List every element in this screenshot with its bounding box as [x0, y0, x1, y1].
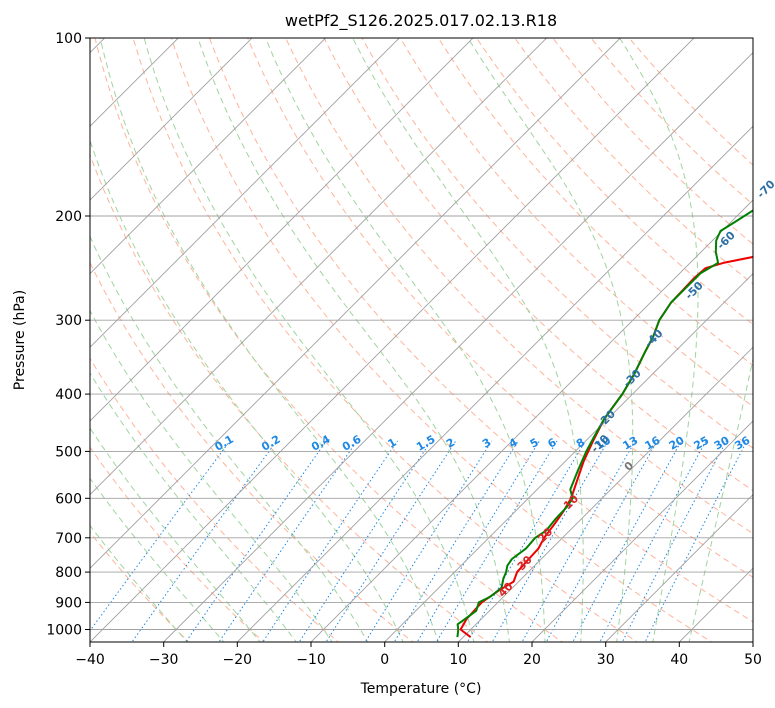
mixing-ratio-line	[364, 440, 493, 642]
y-tick-label: 1000	[46, 623, 82, 639]
dry-adiabat-line	[323, 38, 753, 492]
mixing-ratio-line	[262, 440, 399, 642]
plot-background-lines	[90, 38, 753, 642]
mixing-ratio-line	[599, 440, 707, 642]
chart-title: wetPf2_S126.2025.017.02.13.R18	[285, 11, 557, 31]
x-tick-label: 10	[449, 652, 467, 668]
y-axis-ticks: 100 200 300 400 500 600 700 800 900 1000	[46, 31, 90, 639]
mixing-ratio-line	[572, 440, 682, 642]
mixing-ratio-line	[298, 440, 432, 642]
isotherm-line	[310, 199, 753, 642]
dry-adiabat-line	[90, 153, 489, 642]
isotherm-line	[162, 51, 753, 642]
x-tick-label: 50	[744, 652, 762, 668]
mixing-ratio-line	[545, 440, 658, 642]
mixing-ratio-line	[435, 440, 558, 642]
isotherm-line	[90, 38, 548, 496]
dry-adiabat-line	[475, 38, 753, 326]
dry-adiabat-line	[170, 38, 713, 642]
x-axis-ticks: −40 −30 −20 −10 0 10 20 30 40 50	[75, 642, 762, 668]
isotherm-line	[90, 38, 474, 422]
y-tick-label: 900	[55, 595, 82, 611]
isotherm-line	[90, 38, 327, 275]
y-tick-label: 400	[55, 387, 82, 403]
y-tick-label: 800	[55, 565, 82, 581]
x-tick-label: 40	[670, 652, 688, 668]
isotherm-line	[90, 38, 253, 201]
mixing-ratio-line	[325, 440, 457, 642]
dry-adiabat-line	[90, 446, 265, 642]
dry-adiabat-line	[399, 38, 753, 408]
dry-adiabat-line	[132, 38, 638, 642]
y-tick-label: 300	[55, 313, 82, 329]
isotherm-line	[531, 420, 753, 642]
isotherm-line	[604, 493, 753, 642]
dry-adiabat-line	[437, 38, 753, 366]
mixing-ratio-line	[491, 440, 609, 642]
isotherm-line	[457, 346, 753, 642]
y-tick-label: 500	[55, 444, 82, 460]
y-tick-label: 100	[55, 31, 82, 47]
y-axis-label: Pressure (hPa)	[12, 290, 28, 390]
dry-adiabat-line	[514, 38, 753, 285]
isotherm-line	[236, 125, 753, 642]
isotherm-line	[90, 38, 400, 348]
plot-frame	[89, 37, 754, 643]
mixing-ratio-line	[416, 440, 540, 642]
y-tick-label: 200	[55, 209, 82, 225]
dry-adiabat-line	[285, 38, 753, 535]
mixing-ratio-line	[393, 440, 519, 642]
x-axis-label: Temperature (°C)	[360, 681, 482, 697]
dry-adiabat-line	[628, 38, 753, 166]
dry-adiabat-line	[94, 38, 564, 642]
x-tick-label: 30	[597, 652, 615, 668]
y-tick-label: 600	[55, 491, 82, 507]
x-tick-label: −30	[149, 652, 179, 668]
mixing-ratio-line	[131, 440, 278, 642]
isotherm-line	[90, 38, 695, 642]
x-tick-label: 20	[523, 652, 541, 668]
isotherm-line	[383, 272, 753, 642]
dry-adiabat-line	[247, 38, 753, 578]
x-tick-label: −40	[75, 652, 105, 668]
isotherm-line	[90, 38, 621, 569]
x-tick-label: −10	[296, 652, 326, 668]
x-tick-label: 0	[380, 652, 389, 668]
sounding-series	[456, 209, 753, 638]
x-tick-label: −20	[223, 652, 253, 668]
dewpoint-profile-line	[456, 209, 753, 638]
moist-adiabat-line	[90, 235, 369, 642]
y-tick-label: 700	[55, 531, 82, 547]
